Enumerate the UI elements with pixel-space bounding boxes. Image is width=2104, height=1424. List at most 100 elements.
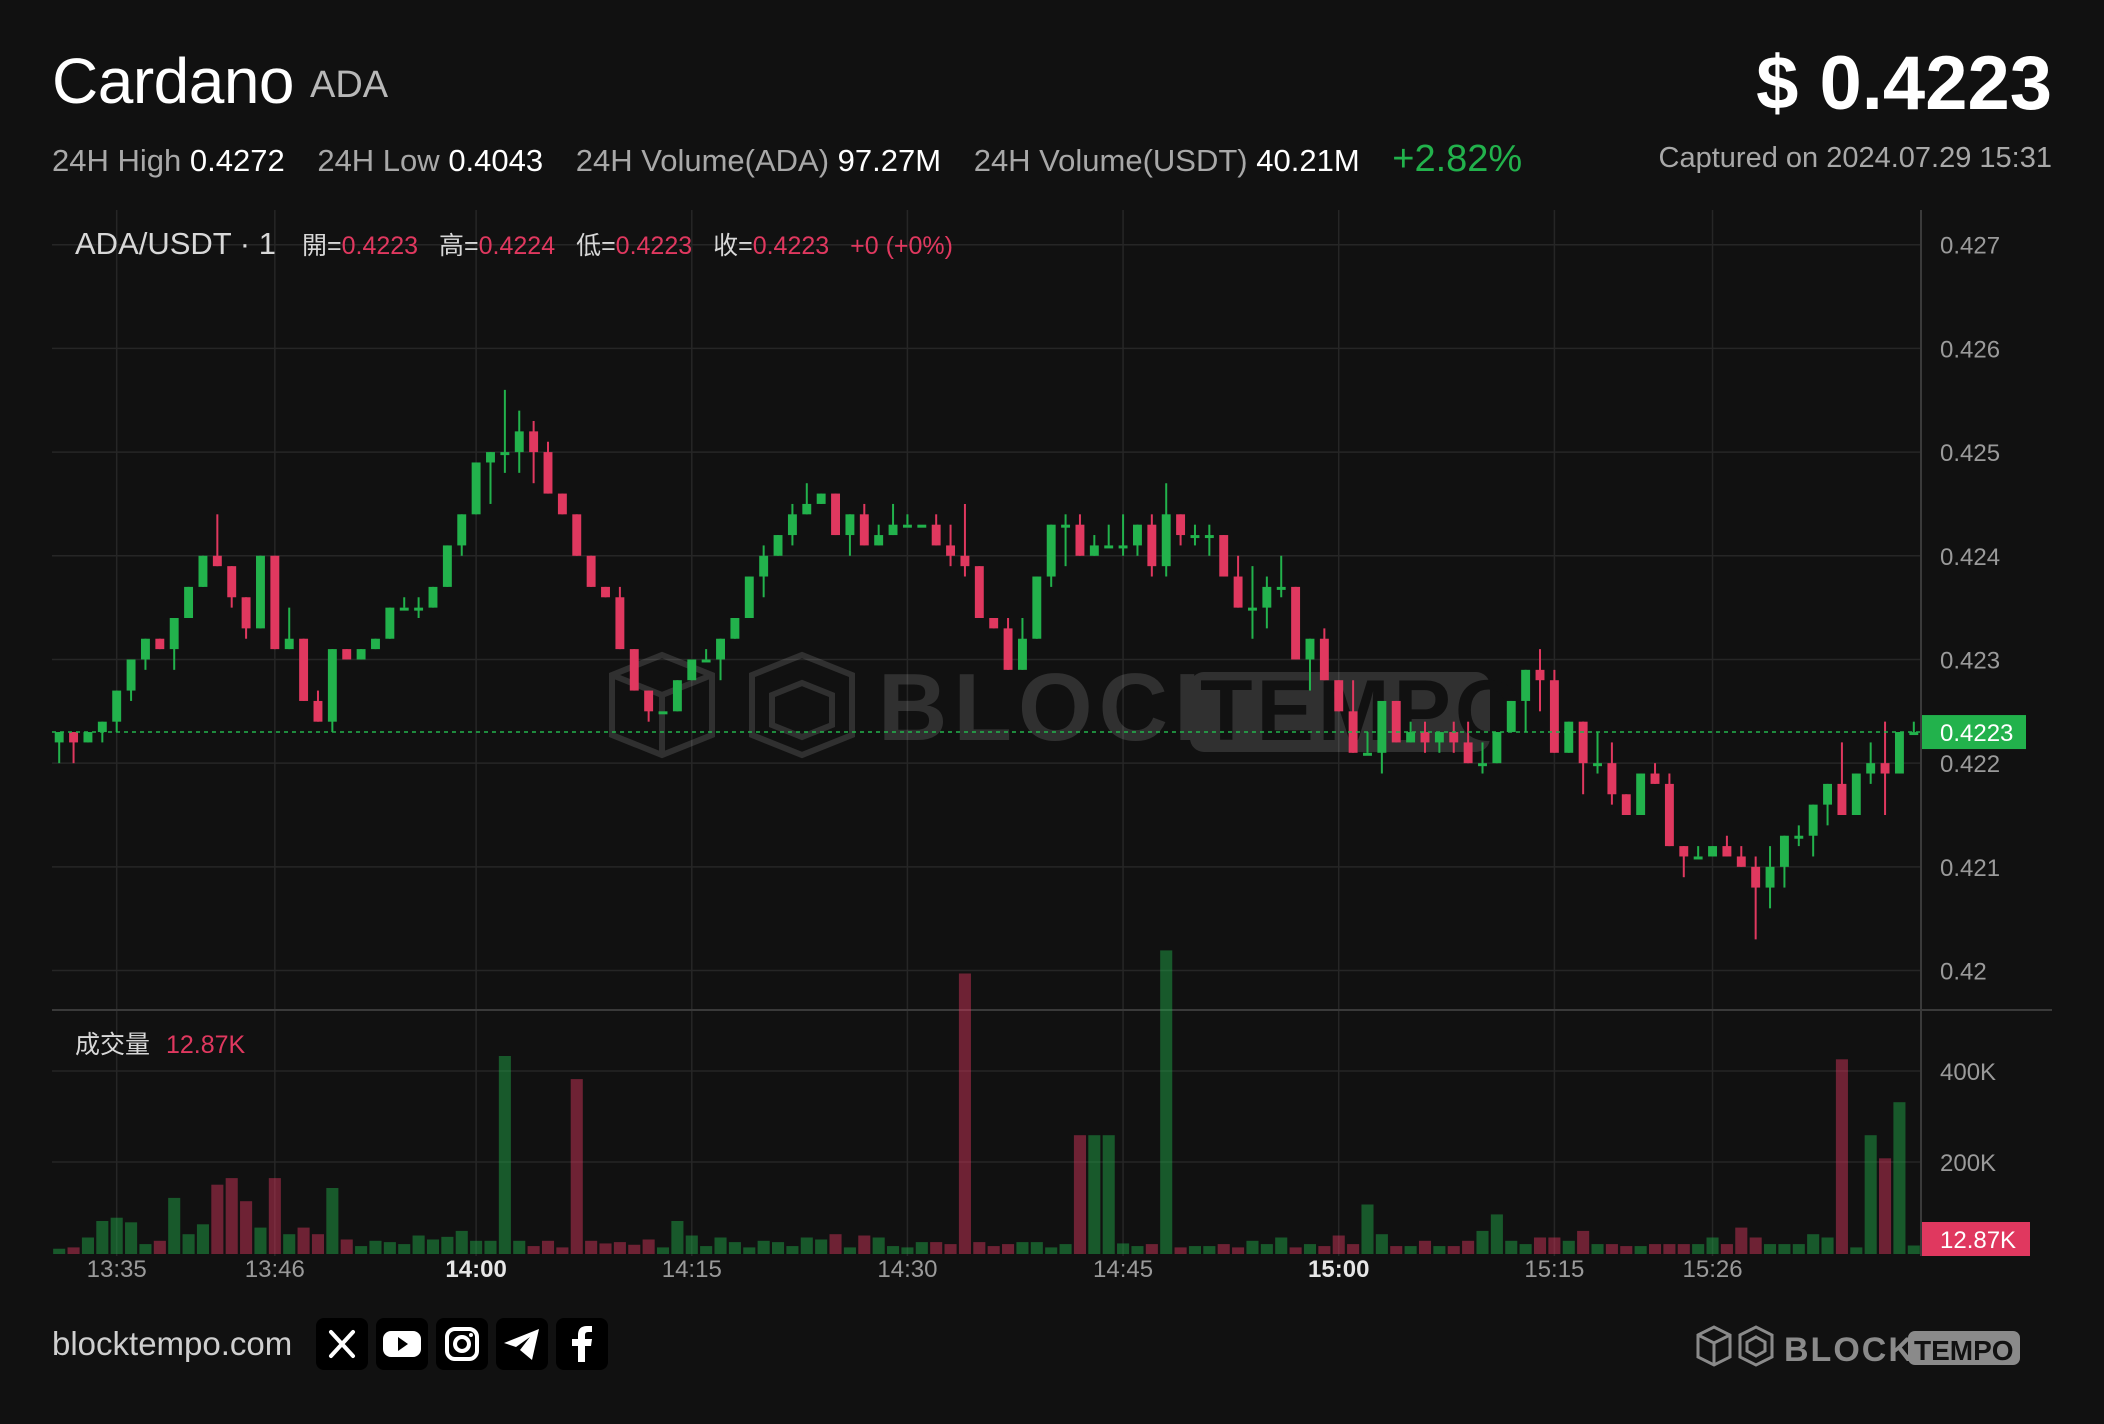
candle-body [140,638,150,660]
legend-pair: ADA/USDT · 1 [75,226,276,261]
volume-tick-label: 400K [1940,1059,1996,1086]
volume-bar [1404,1246,1417,1254]
candle-body [486,452,495,463]
candle-body [1909,732,1919,736]
candle-body [902,524,912,528]
candle-body [184,586,194,618]
volume-bar [168,1197,181,1254]
candle-body [155,638,165,650]
candle-body [1305,638,1315,660]
stats-bar: 24H High 0.4272 24H Low 0.4043 24H Volum… [52,138,1522,181]
candle-body [1032,576,1042,639]
candle-body [601,586,610,598]
legend-open-label: 開= [302,232,342,260]
time-tick-label: 14:00 [445,1256,506,1283]
volume-bar [240,1201,253,1254]
facebook-icon[interactable] [556,1318,608,1370]
volume-bar [484,1240,497,1254]
candle-body [586,555,596,587]
candle-body [1262,586,1272,608]
volume-bar [786,1246,799,1254]
volume-bar [326,1188,339,1254]
candle-body [284,638,294,650]
volume-bar [1821,1237,1834,1254]
volume-bar [283,1234,296,1254]
candle-body [1492,732,1502,764]
legend-open: 0.4223 [342,232,418,260]
candle-body [1664,783,1674,847]
candle-body [1564,721,1574,753]
volume-bar [1030,1242,1043,1254]
candle-body [946,545,956,556]
candle-body [471,462,481,515]
brand-text-left: BLOCK [1784,1331,1915,1369]
volume-bar [1002,1244,1015,1254]
current-price: $ 0.4223 [1756,41,2052,126]
candle-body [1521,669,1531,701]
candle-body [327,649,337,722]
volume-bar [1375,1234,1388,1254]
volume-bar [872,1237,885,1254]
candle-body [629,649,639,691]
volume-bar [757,1240,770,1254]
candle-body [787,514,797,536]
volume-bar [1275,1237,1288,1254]
candle-body [1248,607,1257,611]
candle-body [759,555,769,577]
footer-site-link[interactable]: blocktempo.com [52,1325,293,1362]
candle-body [371,638,380,650]
volume-bar [1476,1230,1489,1254]
candle-body [1779,835,1789,867]
price-tick-label: 0.421 [1940,855,2000,882]
candle-body [1823,783,1833,805]
volume-bar [613,1242,626,1254]
price-tick-label: 0.425 [1940,440,2000,467]
candle-body [644,690,654,712]
candle-body [1190,535,1200,539]
volume-bar [369,1240,382,1254]
volume-bar [67,1247,80,1254]
stat-low-label: 24H Low [317,143,440,178]
candle-body [1147,524,1157,567]
volume-bar [915,1242,928,1254]
volume-bar [1088,1135,1101,1254]
volume-bar [1059,1244,1072,1254]
volume-bar [1217,1244,1230,1254]
volume-bar [1850,1247,1863,1254]
youtube-icon[interactable] [376,1318,428,1370]
x-icon[interactable] [316,1318,368,1370]
volume-bar [1835,1059,1848,1254]
candle-body [1291,586,1301,660]
legend-low-label: 低= [576,232,616,260]
candle-body [54,732,64,743]
candle-body [960,555,970,567]
candle-body [1046,524,1056,577]
time-tick-label: 14:15 [662,1256,722,1283]
candle-body [342,649,352,660]
time-tick-label: 13:35 [87,1256,147,1283]
volume-bar [1073,1135,1086,1254]
volume-bar [1764,1244,1777,1254]
candle-body [126,659,136,691]
volume-bars [53,950,1920,1254]
volume-bar [1318,1246,1331,1254]
telegram-icon[interactable] [496,1318,548,1370]
volume-bar [1160,950,1173,1254]
candle-body [931,524,941,546]
candlestick-chart[interactable]: BLOCK TEMPO 0.4270.4260.4250.4240.4230.4… [0,0,2104,1290]
watermark-text-left: BLOCK [878,654,1249,761]
instagram-icon[interactable] [436,1318,488,1370]
candle-body [256,555,265,629]
coin-symbol: ADA [310,64,389,106]
time-tick-label: 14:45 [1093,1256,1153,1283]
volume-bar [1692,1244,1705,1254]
candle-body [572,514,582,556]
volume-bar [1418,1240,1432,1254]
volume-bar [527,1246,540,1254]
brand-logo: BLOCK TEMPO [1696,1323,2022,1378]
candle-body [874,535,884,546]
volume-bar [1347,1244,1360,1254]
candle-body [169,618,179,650]
candle-body [543,452,553,494]
candle-body [500,452,510,456]
